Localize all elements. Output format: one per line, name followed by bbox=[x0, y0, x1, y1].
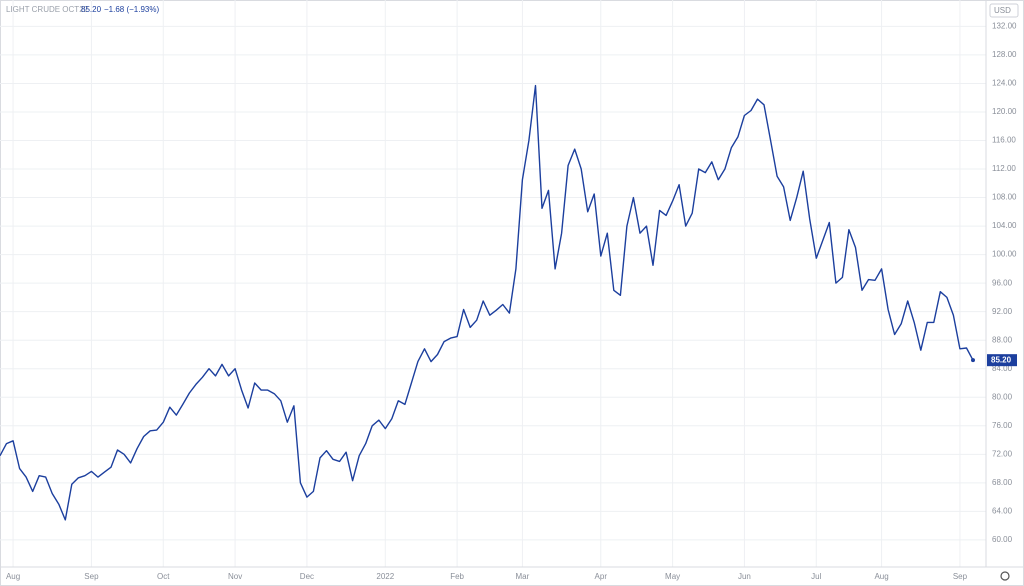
y-tick-label: 120.00 bbox=[992, 107, 1017, 116]
x-tick-label: Jun bbox=[738, 572, 751, 581]
y-tick-label: 112.00 bbox=[992, 164, 1016, 173]
x-tick-label: Feb bbox=[450, 572, 464, 581]
x-tick-label: Aug bbox=[6, 572, 20, 581]
y-tick-label: 116.00 bbox=[992, 136, 1016, 145]
last-price-label: 85.20 bbox=[991, 355, 1012, 364]
y-tick-label: 92.00 bbox=[992, 307, 1013, 316]
price: 85.20 bbox=[81, 5, 102, 14]
y-tick-label: 60.00 bbox=[992, 535, 1013, 544]
last-price-box bbox=[987, 354, 1017, 367]
y-tick-label: 80.00 bbox=[992, 392, 1013, 401]
x-tick-label: Dec bbox=[300, 572, 314, 581]
symbol: LIGHT CRUDE OCT22 bbox=[6, 5, 89, 14]
y-tick-label: 64.00 bbox=[992, 506, 1013, 515]
x-tick-label: May bbox=[665, 572, 680, 581]
x-tick-label: Aug bbox=[874, 572, 888, 581]
x-tick-label: Oct bbox=[157, 572, 170, 581]
x-tick-label: Mar bbox=[516, 572, 530, 581]
y-tick-label: 100.00 bbox=[992, 250, 1017, 259]
x-tick-label: 2022 bbox=[376, 572, 394, 581]
y-tick-label: 84.00 bbox=[992, 364, 1013, 373]
y-tick-label: 88.00 bbox=[992, 335, 1013, 344]
y-tick-label: 68.00 bbox=[992, 478, 1013, 487]
y-tick-label: 96.00 bbox=[992, 278, 1013, 287]
change: −1.68 (−1.93%) bbox=[104, 5, 159, 14]
y-tick-label: 72.00 bbox=[992, 449, 1013, 458]
x-tick-label: Jul bbox=[811, 572, 821, 581]
settings-icon[interactable] bbox=[1000, 571, 1010, 581]
currency-dropdown[interactable] bbox=[989, 3, 1019, 18]
x-tick-label: Nov bbox=[228, 572, 242, 581]
currency[interactable]: USD bbox=[994, 6, 1011, 15]
y-tick-label: 76.00 bbox=[992, 421, 1013, 430]
x-tick-label: Apr bbox=[595, 572, 608, 581]
y-tick-label: 132.00 bbox=[992, 21, 1017, 30]
y-tick-label: 108.00 bbox=[992, 193, 1017, 202]
y-tick-label: 104.00 bbox=[992, 221, 1017, 230]
price-line bbox=[0, 84, 974, 521]
y-tick-label: 124.00 bbox=[992, 79, 1017, 88]
last-point bbox=[971, 358, 975, 363]
y-tick-label: 128.00 bbox=[992, 50, 1017, 59]
x-tick-label: Sep bbox=[84, 572, 99, 581]
x-tick-label: Sep bbox=[953, 572, 968, 581]
